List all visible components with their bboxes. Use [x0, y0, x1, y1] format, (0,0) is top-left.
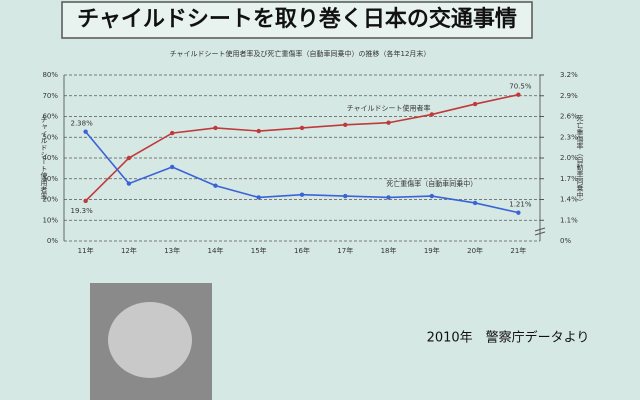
x-tick-label: 19年: [424, 246, 440, 255]
data-point: [429, 193, 435, 199]
y-axis-label: チャイルドシート使用者率: [40, 116, 48, 201]
axis-break: [534, 227, 546, 236]
data-point: [126, 155, 132, 161]
value-label: 1.21%: [509, 201, 532, 209]
y-tick-label: 10%: [42, 216, 58, 224]
x-tick-label: 14年: [207, 246, 223, 255]
data-point: [343, 193, 348, 199]
x-tick-label: 16年: [294, 246, 310, 255]
y-tick-label: 60%: [42, 113, 58, 121]
data-point: [256, 195, 261, 200]
data-point: [516, 210, 521, 215]
value-label: 70.5%: [509, 83, 532, 91]
data-point: [83, 198, 88, 204]
x-tick-label: 18年: [381, 246, 397, 255]
data-point: [472, 200, 478, 206]
data-point: [299, 125, 305, 131]
x-tick-label: 11年: [78, 246, 94, 255]
y2-tick-label: 1.7%: [560, 175, 578, 183]
data-point: [386, 195, 391, 200]
y-tick-label: 40%: [42, 154, 58, 162]
title-box: [61, 1, 533, 39]
y2-tick-label: 1.1%: [560, 216, 578, 224]
value-label: 2.38%: [71, 120, 94, 128]
y2-tick-label: 2.3%: [560, 133, 578, 141]
x-tick-label: 21年: [510, 246, 526, 255]
y2-tick-label: 2.0%: [560, 154, 578, 162]
data-point: [386, 120, 391, 125]
data-point: [516, 92, 521, 97]
page-title: チャイルドシートを取り巻く日本の交通事情: [77, 6, 517, 32]
data-point: [343, 122, 348, 128]
data-point: [83, 129, 88, 134]
y2-tick-label: 2.6%: [560, 113, 578, 121]
value-label: 19.3%: [71, 207, 94, 215]
data-point: [472, 101, 478, 107]
data-point: [213, 125, 218, 131]
data-point: [299, 192, 305, 197]
data-point: [169, 130, 175, 136]
data-point: [126, 181, 132, 186]
chart-title: チャイルドシート使用者率及び死亡重傷率（自動車同乗中）の推移（各年12月末）: [170, 49, 431, 58]
y2-tick-label: 2.9%: [560, 92, 578, 100]
data-point: [429, 112, 435, 117]
caption: 2010年 警察庁データより: [427, 330, 590, 346]
legend-label: 死亡重傷率（自動車同乗中）: [386, 179, 477, 188]
y-tick-label: 0%: [47, 237, 58, 245]
y2-axis-label: 死亡重傷率（自動車同乗中）: [576, 115, 584, 206]
y-tick-label: 70%: [42, 92, 58, 100]
data-point: [169, 164, 175, 170]
y-tick-label: 30%: [42, 175, 58, 183]
x-tick-label: 20年: [467, 246, 483, 255]
x-tick-label: 17年: [337, 246, 353, 255]
x-tick-label: 15年: [251, 246, 267, 255]
data-point: [256, 128, 261, 134]
legend-label: チャイルドシート使用者率: [347, 104, 431, 113]
y2-break-label: 0%: [560, 237, 571, 245]
series-line: [85, 131, 519, 214]
data-point: [213, 183, 218, 188]
y2-tick-label: 3.2%: [560, 71, 578, 79]
x-tick-label: 12年: [121, 246, 137, 255]
x-tick-label: 13年: [164, 246, 180, 255]
y2-tick-label: 1.4%: [560, 196, 578, 204]
y-tick-label: 80%: [42, 71, 58, 79]
photo-face: [108, 302, 192, 378]
y-tick-label: 20%: [42, 196, 58, 204]
y-tick-label: 50%: [42, 133, 58, 141]
